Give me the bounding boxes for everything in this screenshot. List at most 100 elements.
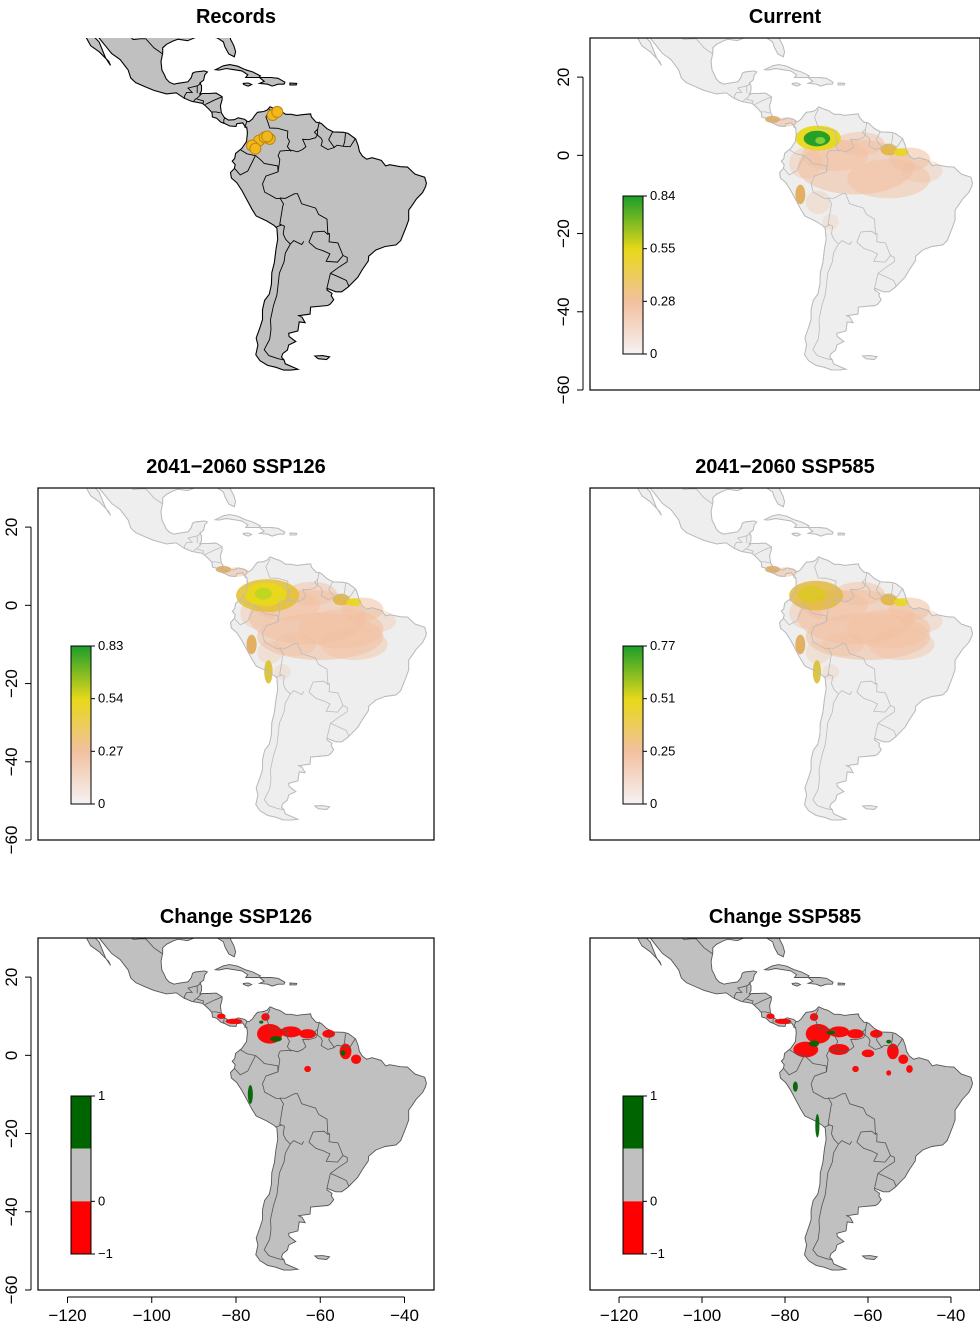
island <box>861 355 879 360</box>
island <box>242 982 253 987</box>
island <box>313 355 331 361</box>
loss-area <box>766 1013 775 1019</box>
suitability-area <box>246 634 257 655</box>
americas-landmass <box>85 488 427 821</box>
x-tick-label: −100 <box>683 1306 721 1325</box>
map-area <box>637 488 973 821</box>
country-border <box>890 1033 894 1047</box>
legend-loss-swatch <box>623 1201 643 1254</box>
country-border <box>193 93 202 102</box>
gain-area <box>259 1020 264 1024</box>
island <box>257 977 286 987</box>
country-border <box>234 599 256 626</box>
country-border <box>255 155 279 172</box>
panel-title: Records <box>196 6 276 28</box>
country-border <box>342 133 346 147</box>
legend-label: 0 <box>98 1193 105 1208</box>
x-tick-label: −120 <box>48 1306 86 1325</box>
country-border <box>223 1017 226 1024</box>
americas-landmass <box>85 938 427 1271</box>
y-tick-label: −20 <box>2 669 21 698</box>
y-tick-label: −40 <box>2 1197 21 1226</box>
country-border <box>130 38 163 55</box>
country-border <box>308 1141 344 1163</box>
americas-landmass <box>637 938 973 1271</box>
y-tick-label: −60 <box>2 1276 21 1305</box>
country-border <box>291 1021 320 1053</box>
panel-change585: Change SSP585 1 0 −1 −120 −100 −80 −60 −40 <box>589 906 980 1325</box>
plot-frame <box>37 487 435 841</box>
loss-area <box>805 1024 831 1044</box>
island <box>806 977 834 987</box>
country-border <box>308 1130 330 1143</box>
country-border <box>330 1173 350 1187</box>
country-border <box>772 567 775 574</box>
loss-area <box>886 1070 892 1076</box>
legend-loss-swatch <box>71 1201 91 1254</box>
loss-area <box>217 1013 226 1019</box>
island <box>242 532 253 537</box>
loss-area <box>906 1065 913 1073</box>
suitability-area <box>789 147 823 179</box>
loss-area <box>828 1026 850 1038</box>
country-border <box>343 583 346 597</box>
country-border <box>876 233 891 256</box>
map-area <box>85 938 427 1271</box>
country-border <box>877 1155 895 1174</box>
country-border <box>875 1031 883 1049</box>
gain-area <box>270 1036 282 1042</box>
island <box>763 64 810 78</box>
island <box>242 82 253 87</box>
country-border <box>212 561 221 564</box>
y-tick-label: 20 <box>554 68 573 87</box>
y-tick-label: 20 <box>2 518 21 537</box>
country-border <box>856 1130 878 1143</box>
legend-stable-swatch <box>71 1148 91 1202</box>
country-border <box>244 571 248 578</box>
x-tick-label: −60 <box>306 1306 335 1325</box>
legend-label: 1 <box>98 1088 105 1103</box>
gain-area <box>886 1039 892 1044</box>
island <box>763 514 810 528</box>
country-border <box>827 673 853 696</box>
country-border <box>244 121 248 128</box>
country-border <box>255 605 279 622</box>
legend-label: 0 <box>98 796 105 811</box>
map-area <box>637 938 973 1271</box>
legend-label: 0.27 <box>98 743 123 758</box>
country-border <box>874 723 879 738</box>
country-border <box>761 561 770 564</box>
country-border <box>291 571 320 603</box>
country-border <box>814 558 840 602</box>
country-border <box>742 93 752 102</box>
country-border <box>814 108 840 152</box>
country-border <box>864 584 903 600</box>
country-border <box>810 1049 840 1128</box>
country-border <box>279 643 330 684</box>
suitability-area <box>893 598 909 607</box>
country-border <box>265 108 292 152</box>
legend-label: 0.28 <box>650 293 675 308</box>
country-border <box>828 643 878 684</box>
country-border <box>244 1021 248 1028</box>
country-border <box>279 1123 305 1146</box>
country-border <box>804 155 827 172</box>
suitability-area <box>320 628 388 661</box>
country-border <box>317 1034 356 1050</box>
legend-label: 0.25 <box>650 743 675 758</box>
country-border <box>874 1173 879 1188</box>
loss-area <box>774 1018 792 1025</box>
country-border <box>814 1008 840 1052</box>
country-border <box>742 993 752 1002</box>
country-border <box>262 149 292 228</box>
country-border <box>330 272 350 287</box>
country-border <box>754 96 772 105</box>
country-border <box>874 273 879 288</box>
island <box>837 982 846 986</box>
island <box>289 982 298 986</box>
island <box>861 805 879 810</box>
country-border <box>856 1141 891 1163</box>
legend-colorbar <box>70 1095 92 1255</box>
legend-colorbar <box>622 645 644 805</box>
